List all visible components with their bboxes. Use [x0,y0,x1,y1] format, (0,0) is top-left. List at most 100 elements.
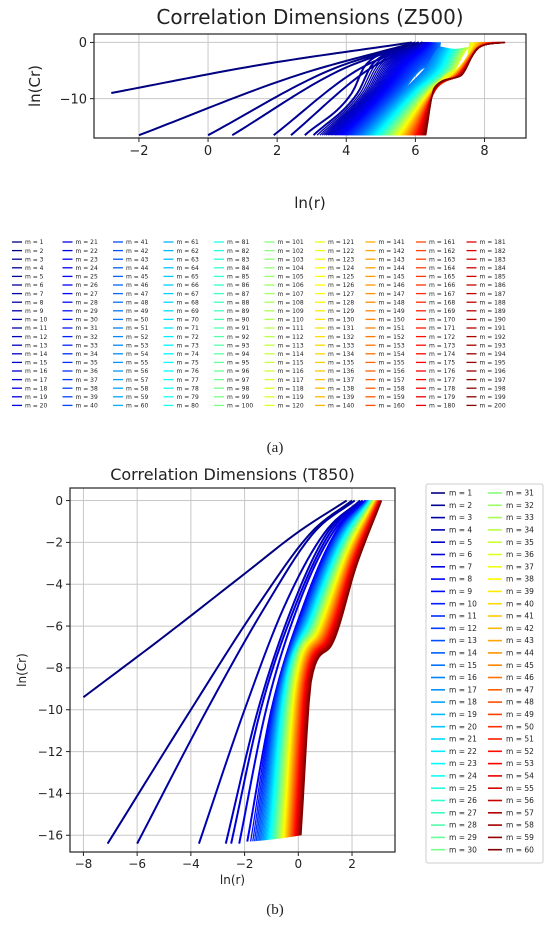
legend-label: m = 116 [278,368,304,375]
legend-label: m = 50 [126,317,149,324]
chart-title: Correlation Dimensions (T850) [110,465,355,484]
legend-label: m = 85 [227,274,250,281]
chart-title: Correlation Dimensions (Z500) [156,5,463,29]
series-line-m24 [340,41,431,136]
legend-label: m = 163 [429,256,455,263]
x-tick-label: −4 [182,857,200,871]
legend-label: m = 16 [25,368,48,375]
legend-label: m = 183 [480,256,506,263]
legend-label: m = 118 [278,385,304,392]
legend-label: m = 146 [379,282,405,289]
legend-label: m = 45 [506,661,534,670]
legend-label: m = 40 [76,403,99,410]
legend-label: m = 18 [25,385,48,392]
x-tick-label: 2 [348,857,356,871]
legend-label: m = 77 [177,377,200,384]
legend-label: m = 170 [429,317,455,324]
legend-label: m = 59 [506,833,534,842]
legend-label: m = 122 [328,248,354,255]
legend-label: m = 179 [429,394,455,401]
legend-label: m = 34 [76,351,99,358]
legend-label: m = 53 [506,759,534,768]
legend-label: m = 161 [429,239,455,246]
legend-label: m = 5 [25,274,44,281]
legend-label: m = 1 [449,489,472,498]
legend-frame [425,483,544,864]
legend-label: m = 63 [177,256,200,263]
legend-label: m = 123 [328,256,354,263]
legend-label: m = 154 [379,351,405,358]
x-axis-label: ln(r) [294,194,326,212]
x-tick-label: 8 [480,144,488,159]
y-tick-label: −2 [45,536,63,550]
legend-label: m = 128 [328,299,354,306]
legend-label: m = 45 [126,274,149,281]
legend-label: m = 47 [506,685,534,694]
legend-label: m = 99 [227,394,250,401]
legend-label: m = 101 [278,239,304,246]
legend-label: m = 1 [25,239,44,246]
legend-label: m = 58 [126,385,149,392]
legend-label: m = 24 [449,772,477,781]
y-tick-label: −14 [38,787,63,801]
legend-label: m = 112 [278,334,304,341]
x-tick-label: 6 [411,144,419,159]
legend-label: m = 55 [126,360,149,367]
legend-label: m = 15 [25,360,48,367]
legend-label: m = 31 [76,325,99,332]
legend-label: m = 52 [126,334,149,341]
legend-label: m = 73 [177,342,200,349]
legend-label: m = 62 [177,248,200,255]
legend-label: m = 104 [278,265,304,272]
legend-label: m = 155 [379,360,405,367]
legend-label: m = 117 [278,377,304,384]
legend-label: m = 188 [480,299,506,306]
legend-label: m = 30 [76,317,99,324]
legend-label: m = 10 [449,599,477,608]
legend-label: m = 105 [278,274,304,281]
legend-label: m = 55 [506,784,534,793]
legend-label: m = 90 [227,317,250,324]
legend-label: m = 95 [227,360,250,367]
legend-label: m = 3 [25,256,44,263]
caption-b: (b) [266,902,284,918]
legend-label: m = 7 [25,291,44,298]
legend-label: m = 28 [449,821,477,830]
legend-label: m = 199 [480,394,506,401]
legend-label: m = 126 [328,282,354,289]
legend-label: m = 194 [480,351,506,358]
legend-label: m = 148 [379,299,405,306]
legend-label: m = 91 [227,325,250,332]
legend-label: m = 139 [328,394,354,401]
legend-label: m = 149 [379,308,405,315]
legend-label: m = 78 [177,385,200,392]
legend-label: m = 181 [480,239,506,246]
legend-label: m = 14 [449,649,477,658]
legend-label: m = 108 [278,299,304,306]
legend-label: m = 131 [328,325,354,332]
legend-label: m = 167 [429,291,455,298]
legend-label: m = 28 [76,299,99,306]
legend-label: m = 134 [328,351,354,358]
legend-label: m = 186 [480,282,506,289]
legend-label: m = 102 [278,248,304,255]
legend-label: m = 144 [379,265,405,272]
legend-label: m = 71 [177,325,200,332]
legend-label: m = 177 [429,377,455,384]
legend-label: m = 159 [379,394,405,401]
legend-label: m = 30 [449,845,477,854]
legend-label: m = 51 [126,325,149,332]
plot-frame [93,33,527,139]
legend-label: m = 94 [227,351,250,358]
legend-label: m = 187 [480,291,506,298]
legend-label: m = 171 [429,325,455,332]
legend-label: m = 25 [449,784,477,793]
legend-label: m = 10 [25,317,48,324]
legend-label: m = 43 [126,256,149,263]
legend-label: m = 135 [328,360,354,367]
legend-label: m = 153 [379,342,405,349]
legend-label: m = 59 [126,394,149,401]
legend-label: m = 23 [449,759,477,768]
legend-label: m = 15 [449,661,477,670]
series-line-m60 [300,500,383,836]
